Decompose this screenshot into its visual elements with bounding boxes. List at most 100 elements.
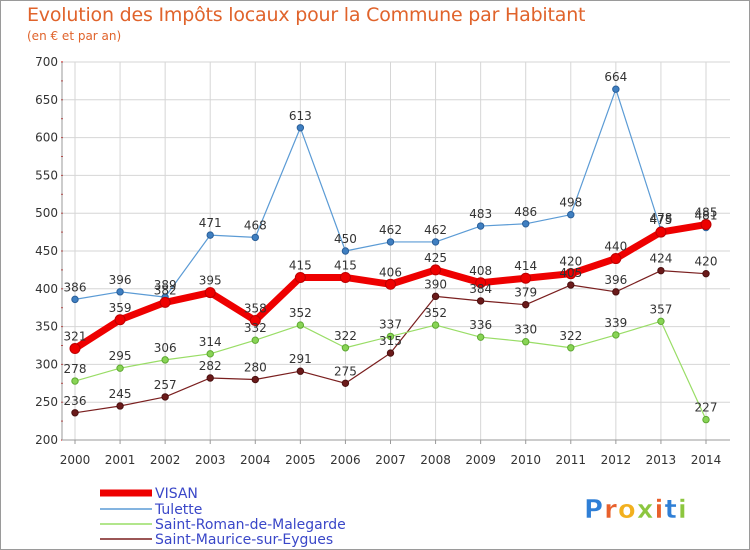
data-label-tulette: 450 <box>334 232 357 246</box>
data-label-visan: 395 <box>199 274 222 288</box>
data-point-saint-maurice-sur-eygues <box>341 379 350 387</box>
data-label-saint-maurice-sur-eygues: 384 <box>469 282 492 296</box>
data-point-saint-roman-de-malegarde <box>612 331 620 339</box>
data-point-saint-maurice-sur-eygues <box>386 349 395 357</box>
chart-title: Evolution des Impôts locaux pour la Comm… <box>27 4 586 26</box>
data-label-tulette: 486 <box>514 205 537 219</box>
data-label-tulette: 471 <box>199 216 222 230</box>
y-tick-label: 350 <box>35 320 58 334</box>
data-label-saint-maurice-sur-eygues: 280 <box>244 361 267 375</box>
data-point-saint-maurice-sur-eygues <box>657 266 665 275</box>
data-label-visan: 440 <box>604 240 627 254</box>
data-label-tulette: 483 <box>469 207 492 221</box>
data-point-visan <box>159 296 171 308</box>
data-label-saint-maurice-sur-eygues: 291 <box>289 352 312 366</box>
proxiti-logo: Proxiti <box>584 495 688 526</box>
data-point-visan <box>339 271 351 283</box>
data-label-tulette: 386 <box>64 280 87 294</box>
chart-subtitle: (en € et par an) <box>27 29 122 43</box>
data-label-tulette: 462 <box>379 223 402 237</box>
label-layer: 321 359 382 395 358 415 415 406 425 408 414 420 440 4… <box>64 70 718 414</box>
x-tick-label: 2011 <box>556 453 587 467</box>
data-label-saint-roman-de-malegarde: 227 <box>695 401 718 415</box>
data-point-saint-roman-de-malegarde <box>161 356 169 364</box>
data-point-tulette <box>296 124 305 132</box>
data-label-tulette: 396 <box>109 273 132 287</box>
x-tick-label: 2000 <box>60 453 91 467</box>
data-label-visan: 415 <box>289 258 312 272</box>
data-label-saint-roman-de-malegarde: 322 <box>559 329 582 343</box>
data-point-visan <box>475 277 487 289</box>
legend-label-visan: VISAN <box>155 486 198 502</box>
data-point-visan <box>430 264 442 276</box>
data-point-saint-maurice-sur-eygues <box>522 300 530 309</box>
x-tick-label: 2003 <box>195 453 226 467</box>
y-tick-label: 400 <box>35 282 58 296</box>
data-label-saint-maurice-sur-eygues: 236 <box>64 394 87 408</box>
data-point-tulette <box>251 233 259 242</box>
data-point-saint-maurice-sur-eygues <box>71 409 79 417</box>
data-point-saint-roman-de-malegarde <box>206 350 214 358</box>
data-label-visan: 358 <box>244 302 267 316</box>
data-label-saint-roman-de-malegarde: 339 <box>604 316 627 330</box>
data-point-saint-maurice-sur-eygues <box>476 297 485 305</box>
data-point-tulette <box>431 238 440 246</box>
data-label-tulette: 478 <box>649 211 672 225</box>
y-tick-label: 700 <box>35 55 58 69</box>
data-point-saint-roman-de-malegarde <box>71 377 79 385</box>
data-point-saint-roman-de-malegarde <box>657 317 665 326</box>
data-label-visan: 321 <box>64 330 87 344</box>
data-label-saint-maurice-sur-eygues: 245 <box>109 387 132 401</box>
data-point-saint-maurice-sur-eygues <box>296 367 305 375</box>
y-tick-label: 650 <box>35 93 58 107</box>
data-point-tulette <box>71 295 79 304</box>
data-point-visan <box>565 268 577 280</box>
logo-text: Proxiti <box>584 495 688 525</box>
data-label-saint-maurice-sur-eygues: 315 <box>379 334 402 348</box>
y-tick-label: 550 <box>35 168 58 182</box>
data-label-visan: 420 <box>559 255 582 269</box>
data-point-saint-maurice-sur-eygues <box>251 375 259 384</box>
y-tick-label: 500 <box>35 206 58 220</box>
data-point-saint-roman-de-malegarde <box>386 332 395 341</box>
data-point-saint-maurice-sur-eygues <box>612 288 620 296</box>
x-tick-label: 2001 <box>105 453 136 467</box>
data-label-saint-roman-de-malegarde: 330 <box>514 323 537 337</box>
data-point-saint-roman-de-malegarde <box>431 321 440 329</box>
data-point-visan <box>385 278 396 290</box>
data-point-saint-roman-de-malegarde <box>116 364 124 372</box>
data-point-saint-maurice-sur-eygues <box>206 374 214 382</box>
data-point-tulette <box>567 211 575 219</box>
data-point-visan <box>610 253 622 265</box>
legend-label-saint-roman-de-malegarde: Saint-Roman-de-Malegarde <box>155 517 346 533</box>
data-point-tulette <box>206 231 214 239</box>
x-tick-label: 2012 <box>601 453 632 467</box>
legend-label-tulette: Tulette <box>154 502 202 518</box>
data-label-tulette: 468 <box>244 218 267 232</box>
data-point-saint-roman-de-malegarde <box>522 338 530 346</box>
data-point-saint-roman-de-malegarde <box>296 321 305 329</box>
data-point-tulette <box>476 222 485 230</box>
data-point-visan <box>69 343 81 355</box>
data-label-tulette: 498 <box>559 196 582 210</box>
data-point-visan <box>204 287 216 299</box>
data-label-saint-roman-de-malegarde: 295 <box>109 349 132 363</box>
data-label-saint-maurice-sur-eygues: 379 <box>514 286 537 300</box>
series-layer <box>69 85 712 424</box>
data-label-saint-maurice-sur-eygues: 390 <box>424 277 447 291</box>
y-tick-label: 600 <box>35 131 58 145</box>
data-label-visan: 415 <box>334 258 357 272</box>
data-label-visan: 414 <box>514 259 537 273</box>
data-label-visan: 359 <box>109 301 132 315</box>
x-tick-label: 2010 <box>510 453 541 467</box>
data-label-visan: 408 <box>469 264 492 278</box>
data-label-visan: 382 <box>154 283 177 297</box>
data-label-tulette: 664 <box>604 70 627 84</box>
data-label-saint-maurice-sur-eygues: 424 <box>649 252 672 266</box>
data-label-saint-maurice-sur-eygues: 405 <box>559 266 582 280</box>
legend-label-saint-maurice-sur-eygues: Saint-Maurice-sur-Eygues <box>155 532 333 548</box>
data-point-saint-roman-de-malegarde <box>476 333 485 341</box>
y-tick-label: 250 <box>35 395 58 409</box>
x-tick-label: 2004 <box>240 453 271 467</box>
